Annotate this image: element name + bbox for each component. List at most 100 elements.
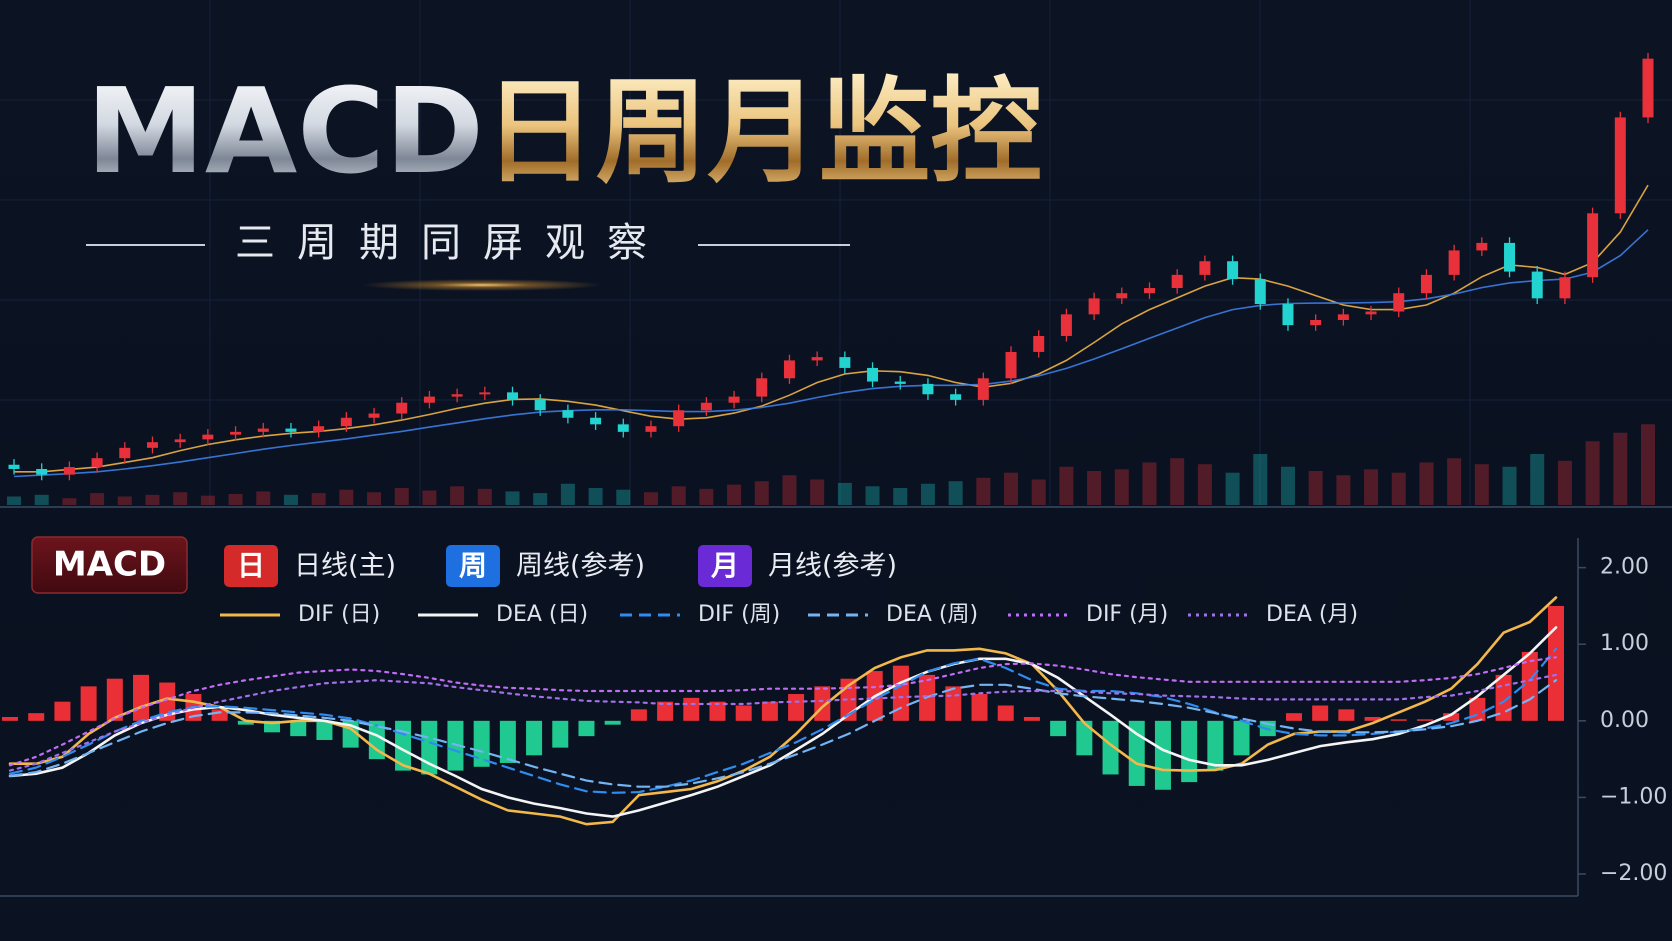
volume-bar: [62, 498, 77, 505]
histogram-bar: [1050, 720, 1067, 737]
candle-body: [839, 357, 851, 368]
histogram-bar: [1416, 719, 1433, 721]
volume-bar: [1004, 472, 1019, 505]
macd-line: [8, 647, 1558, 794]
candle-body: [63, 467, 75, 475]
volume-bar: [533, 493, 548, 505]
volume-bar: [1170, 458, 1185, 505]
histogram-bar: [290, 720, 307, 737]
volume-bar: [976, 477, 991, 505]
histogram-bar: [1390, 719, 1407, 721]
legend-label: DEA (周): [886, 602, 978, 627]
volume-bar: [1613, 432, 1628, 505]
histogram-bar: [2, 717, 18, 721]
volume-bar: [117, 496, 132, 505]
histogram-bar: [1076, 720, 1093, 756]
y-tick-label: −1.00: [1600, 784, 1667, 809]
volume-bar: [1308, 471, 1323, 505]
histogram-bar: [80, 686, 97, 721]
histogram-bar: [604, 720, 621, 725]
legend-label: DEA (日): [496, 602, 588, 627]
histogram-bar: [761, 701, 778, 721]
candle-body: [700, 402, 712, 411]
volume-bar: [367, 492, 382, 505]
volume-bar: [1585, 441, 1600, 505]
histogram-bar: [709, 701, 726, 721]
candle-body: [922, 383, 934, 395]
volume-bar: [7, 496, 21, 505]
volume-bar: [754, 481, 769, 505]
legend-label: DIF (月): [1086, 602, 1168, 627]
candle-body: [36, 468, 48, 475]
candle-body: [1614, 117, 1626, 214]
candle-body: [1116, 293, 1128, 299]
candle-body: [1337, 314, 1349, 320]
candle-body: [1587, 213, 1599, 278]
candle-body: [645, 426, 657, 432]
candle-body: [1171, 274, 1183, 289]
legend-label: DEA (月): [1266, 602, 1358, 627]
histogram-bar: [1364, 717, 1381, 721]
period-label: 日线(主): [294, 551, 396, 582]
histogram-bar: [473, 720, 490, 767]
volume-bar: [450, 486, 465, 505]
moving-average-line: [14, 184, 1649, 473]
candle-body: [1033, 335, 1045, 352]
histogram-bar: [1023, 717, 1040, 721]
candle-body: [756, 378, 768, 397]
period-badge: [446, 545, 500, 587]
histogram-bar: [106, 678, 123, 721]
candle-body: [507, 392, 519, 400]
candle-body: [562, 410, 574, 418]
candle-body: [783, 360, 795, 379]
candle-body: [285, 428, 297, 432]
candle-body: [1254, 279, 1266, 305]
histogram-bar: [499, 720, 516, 763]
candle-body: [1365, 311, 1377, 315]
background-grid: [0, 0, 1672, 505]
candle-body: [977, 378, 989, 400]
volume-bar: [1087, 471, 1102, 505]
histogram-bar: [657, 701, 674, 721]
histogram-bar: [1207, 720, 1224, 771]
histogram-bar: [368, 720, 385, 760]
subtitle: 三周期同屏观察: [235, 220, 669, 266]
period-label: 月线(参考): [768, 551, 897, 582]
candle-body: [1448, 250, 1460, 275]
candle-body: [479, 392, 491, 395]
volume-bar: [200, 495, 215, 505]
histogram-bar: [526, 720, 543, 756]
histogram-bar: [1285, 713, 1302, 721]
macd-line: [8, 656, 1558, 767]
period-badge: [224, 545, 278, 587]
candle-body: [590, 417, 602, 425]
histogram-bar: [1338, 709, 1355, 721]
volume-bar: [588, 488, 603, 505]
histogram-bar: [316, 720, 333, 740]
candle-body: [1559, 277, 1571, 299]
candle-body: [257, 428, 269, 432]
histogram-bar: [552, 720, 569, 748]
candle-body: [950, 394, 962, 400]
legend-label: DIF (周): [698, 602, 780, 627]
volume-bar: [1031, 479, 1046, 505]
candle-body: [811, 357, 823, 361]
volume-bar: [865, 486, 880, 505]
candle-body: [534, 399, 546, 411]
histogram-bar: [997, 705, 1014, 721]
candle-body: [1088, 298, 1100, 315]
candle-body: [396, 402, 408, 414]
volume-bar: [1225, 472, 1240, 505]
candle-body: [202, 434, 214, 440]
volume-bar: [699, 488, 714, 505]
volume-bar: [283, 494, 298, 505]
candle-body: [1005, 351, 1017, 379]
histogram-bar: [683, 697, 700, 721]
volume-bar: [560, 483, 575, 505]
candle-body: [1504, 242, 1516, 272]
volume-bar: [311, 493, 326, 505]
volume-bar: [1059, 466, 1074, 505]
volume-bar: [920, 483, 935, 505]
volume-bar: [1502, 466, 1517, 505]
